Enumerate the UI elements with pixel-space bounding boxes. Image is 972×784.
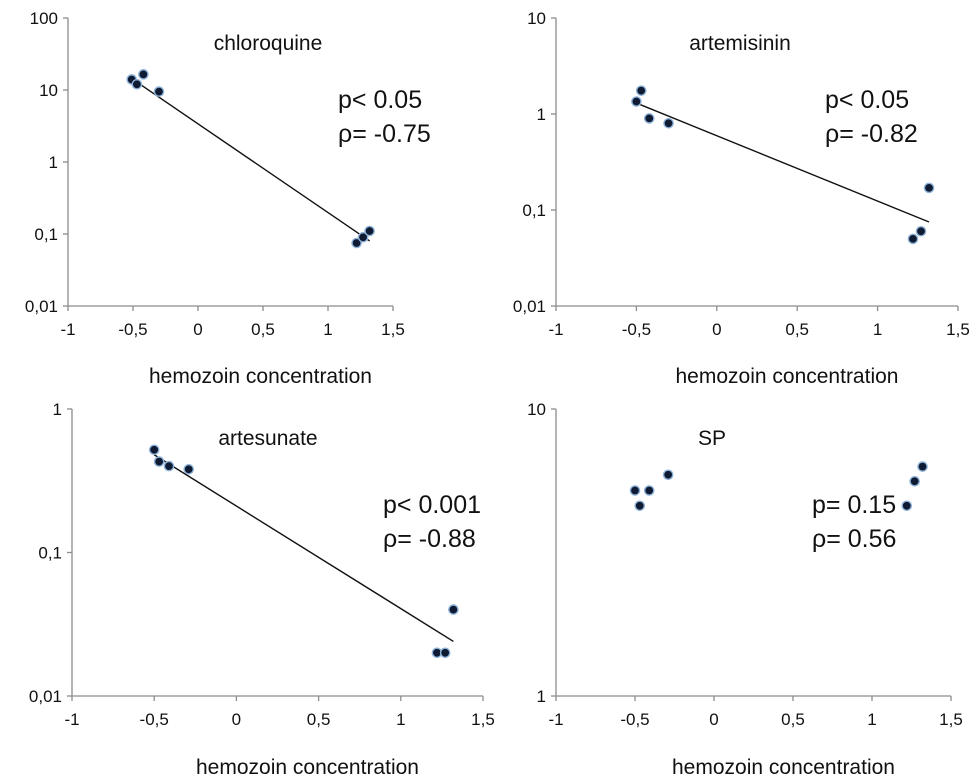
data-point xyxy=(634,500,646,512)
x-tick-label: 1,5 xyxy=(471,710,495,729)
data-point xyxy=(148,444,160,456)
data-point xyxy=(364,225,375,237)
data-point xyxy=(631,96,642,107)
trend-line xyxy=(636,102,930,223)
panel-1: 0,01 0,1 1 10 100 -1 -0,5 0 0,5 1 1,5 hemozoin conc… xyxy=(25,9,431,388)
data-point xyxy=(439,647,451,659)
data-point xyxy=(153,456,165,467)
x-tick-label: 0,5 xyxy=(251,320,275,339)
stat-annotation: p= 0.15 xyxy=(812,491,896,519)
y-tick-label: 0,01 xyxy=(29,687,62,706)
y-tick-label: 0,1 xyxy=(522,201,546,220)
x-axis-label: hemozoin concentration xyxy=(149,365,372,388)
data-point xyxy=(351,237,362,249)
x-tick-label: 1,5 xyxy=(939,710,963,729)
stat-annotation: ρ= -0.75 xyxy=(338,120,431,148)
panel-title: artesunate xyxy=(218,427,317,450)
x-tick-label: 0,5 xyxy=(785,320,809,339)
x-axis-label: hemozoin concentration xyxy=(676,365,899,388)
x-tick-label: -1 xyxy=(548,320,563,339)
y-tick-label: 10 xyxy=(527,9,546,28)
y-tick-label: 10 xyxy=(527,400,546,419)
y-tick-label: 0,1 xyxy=(38,544,62,563)
stat-annotation: ρ= 0.56 xyxy=(812,525,896,553)
data-point xyxy=(448,604,459,615)
x-tick-label: 0,5 xyxy=(307,710,331,729)
x-tick-label: -0,5 xyxy=(118,320,147,339)
x-tick-label: 0 xyxy=(193,320,202,339)
x-tick-label: 0 xyxy=(709,710,718,729)
stat-annotation: p< 0.05 xyxy=(338,86,422,114)
data-point xyxy=(183,464,195,475)
panel-4: 1 10 -1 -0,5 0 0,5 1 1,5 hemozoin concentration S… xyxy=(527,400,963,779)
y-tick-label: 100 xyxy=(30,9,58,28)
data-point xyxy=(153,86,165,97)
y-tick-label: 1 xyxy=(537,105,546,124)
data-point xyxy=(901,500,913,512)
x-axis-label: hemozoin concentration xyxy=(672,756,895,779)
data-point xyxy=(635,85,647,96)
x-tick-label: 1 xyxy=(873,320,882,339)
panel-2: 0,01 0,1 1 10 -1 -0,5 0 0,5 1 1,5 hemozoin concent… xyxy=(513,9,970,388)
data-point xyxy=(629,485,641,496)
x-tick-label: 1 xyxy=(867,710,876,729)
x-tick-label: 0 xyxy=(232,710,241,729)
x-tick-label: -0,5 xyxy=(622,320,651,339)
data-point xyxy=(909,475,920,487)
data-point xyxy=(643,485,655,496)
data-point xyxy=(131,78,143,90)
y-tick-label: 1 xyxy=(49,153,58,172)
data-point xyxy=(923,182,935,194)
x-tick-label: 0,5 xyxy=(781,710,805,729)
panel-3: 0,01 0,1 1 -1 -0,5 0 0,5 1 1,5 hemozoin concentra… xyxy=(29,400,495,779)
panel-title: SP xyxy=(698,427,726,450)
x-tick-label: 1 xyxy=(323,320,332,339)
x-axis-label: hemozoin concentration xyxy=(196,756,419,779)
x-tick-label: 1 xyxy=(396,710,405,729)
x-tick-label: 0 xyxy=(712,320,721,339)
y-tick-label: 1 xyxy=(53,400,62,419)
panel-title: artemisinin xyxy=(689,32,791,55)
panel-title: chloroquine xyxy=(214,32,323,55)
data-point xyxy=(138,69,149,80)
x-tick-label: -1 xyxy=(64,710,79,729)
data-point xyxy=(163,460,175,472)
y-tick-label: 1 xyxy=(537,687,546,706)
stat-annotation: p< 0.001 xyxy=(383,491,481,519)
y-tick-label: 0,1 xyxy=(34,225,58,244)
data-point xyxy=(643,113,655,124)
data-point xyxy=(907,233,919,245)
x-tick-label: 1,5 xyxy=(946,320,970,339)
y-tick-label: 10 xyxy=(39,81,58,100)
data-point xyxy=(917,461,928,472)
x-tick-label: 1,5 xyxy=(381,320,405,339)
x-tick-label: -1 xyxy=(548,710,563,729)
stat-annotation: ρ= -0.88 xyxy=(383,525,476,553)
x-tick-label: -1 xyxy=(60,320,75,339)
x-tick-label: -0,5 xyxy=(140,710,169,729)
trend-line xyxy=(132,78,370,242)
y-tick-label: 0,01 xyxy=(25,297,58,316)
x-tick-label: -0,5 xyxy=(620,710,649,729)
data-point xyxy=(663,118,674,129)
data-point xyxy=(915,225,927,237)
trend-line xyxy=(153,454,454,643)
data-point xyxy=(357,231,369,243)
stat-annotation: p< 0.05 xyxy=(825,86,909,114)
data-point xyxy=(662,469,674,481)
stat-annotation: ρ= -0.82 xyxy=(825,120,918,148)
y-tick-label: 0,01 xyxy=(513,297,546,316)
